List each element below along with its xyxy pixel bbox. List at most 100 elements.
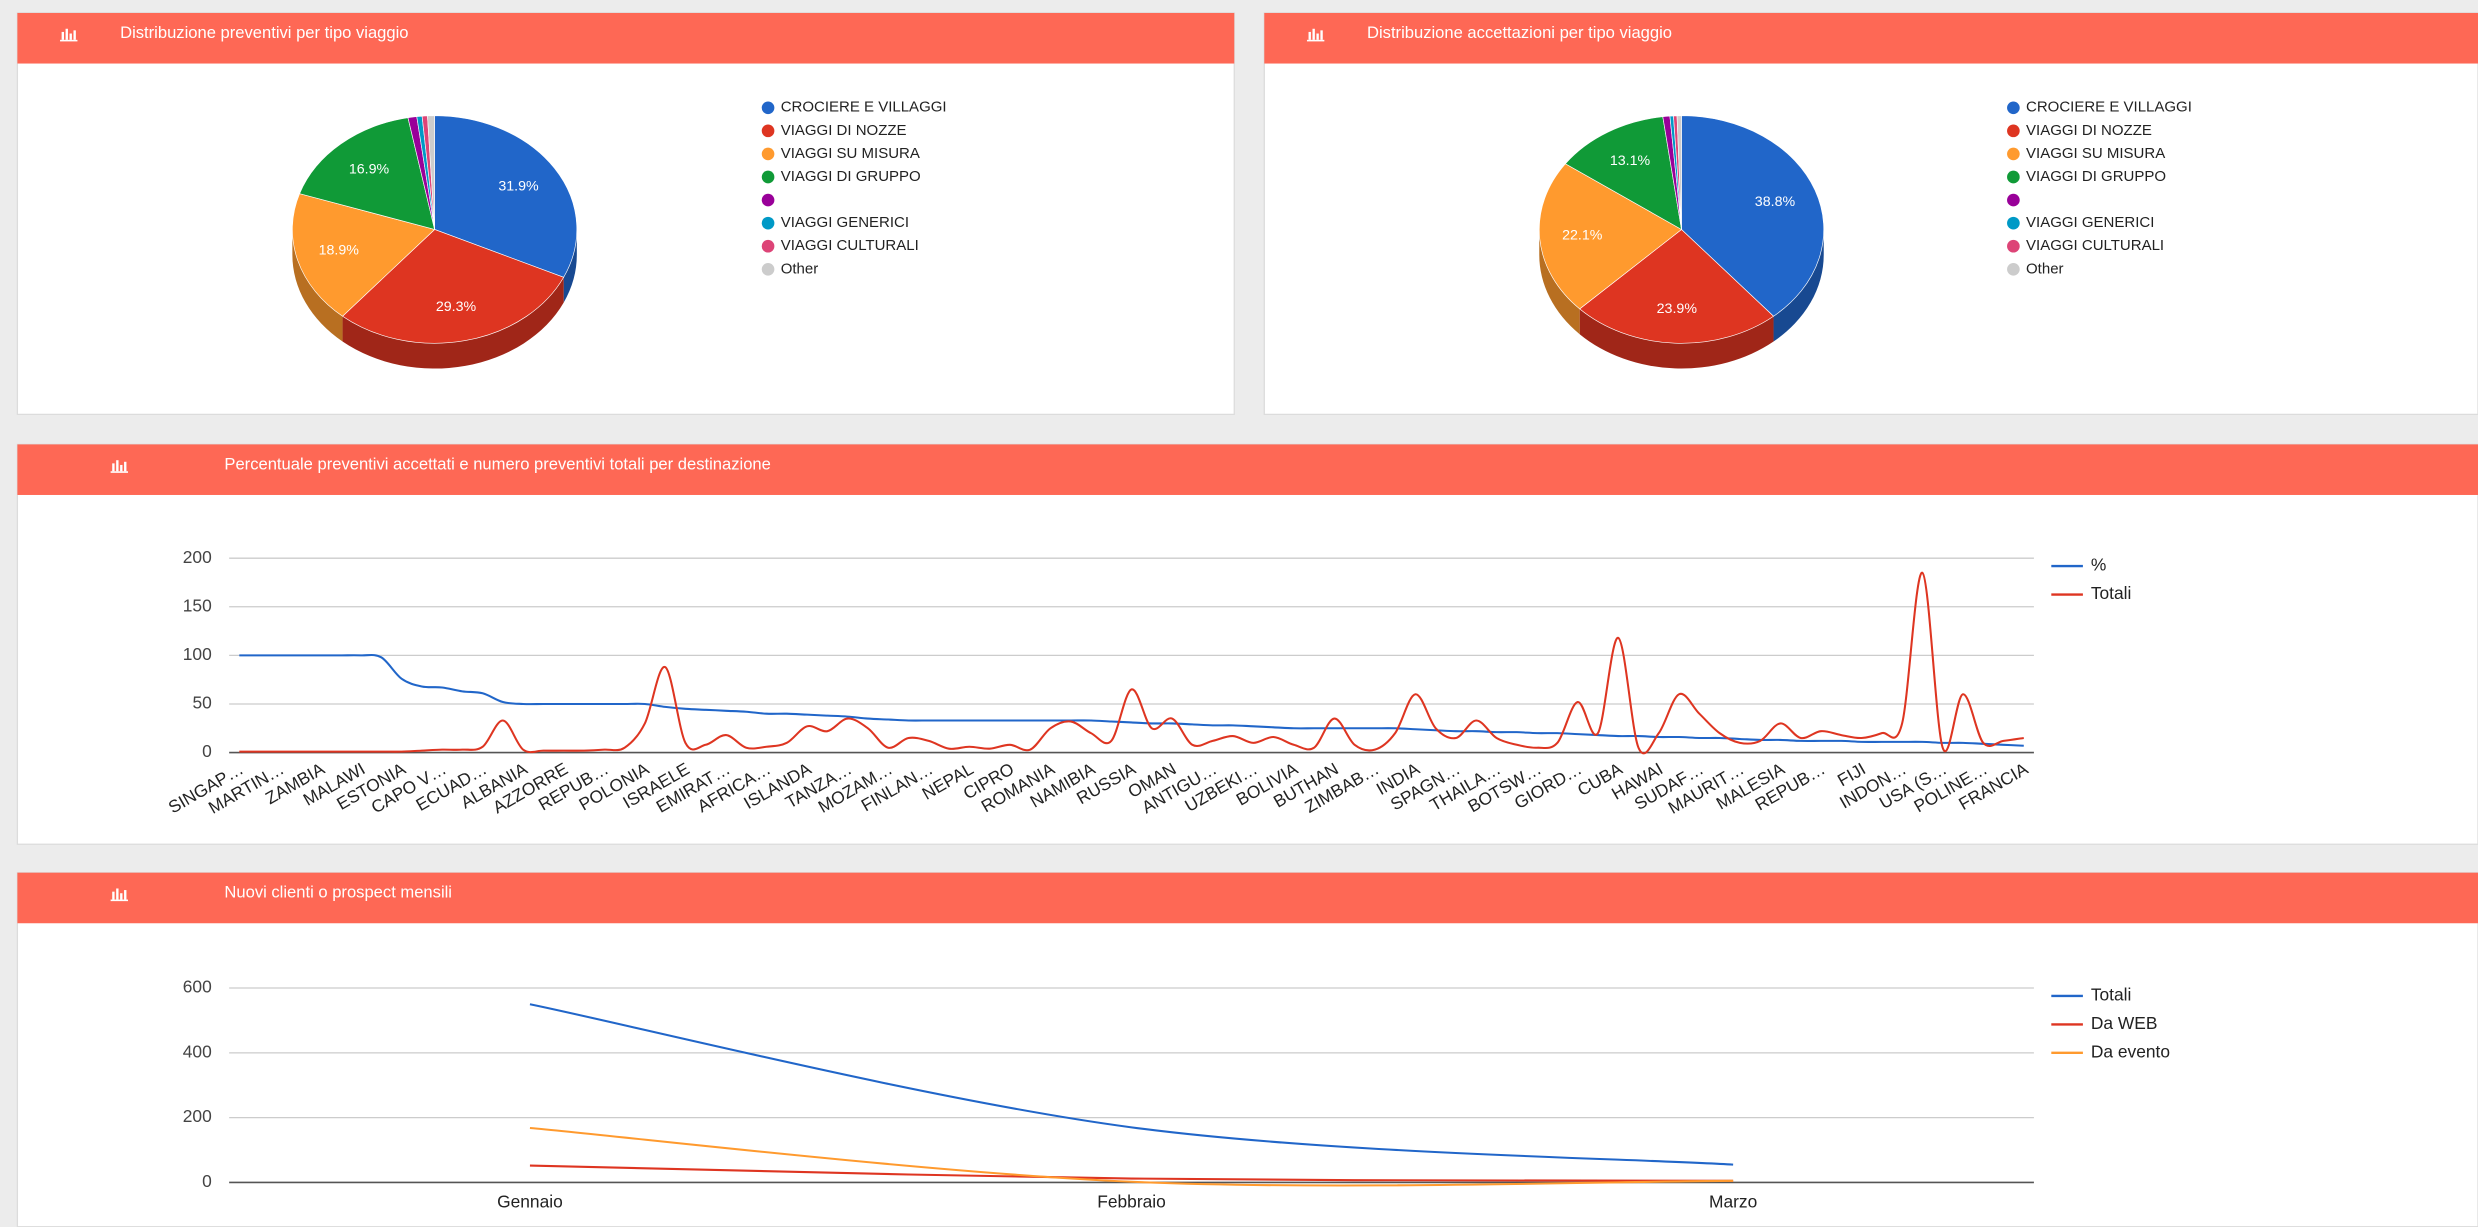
legend-swatch [761, 239, 775, 253]
legend-label: CROCIERE E VILLAGGI [781, 99, 947, 116]
pie-slice-side [1539, 229, 1580, 335]
legend-label: Da evento [2091, 1041, 2170, 1061]
pie-slice [1564, 116, 1682, 231]
legend-swatch [761, 147, 775, 161]
legend-swatch [761, 124, 775, 138]
legend-label: VIAGGI DI NOZZE [2026, 122, 2152, 139]
legend-label: VIAGGI GENERICI [781, 214, 909, 231]
panel [16, 872, 2478, 1227]
pie-slice-side [1579, 308, 1774, 369]
legend-label: Totali [2091, 985, 2132, 1005]
legend-swatch [2007, 239, 2020, 253]
legend-swatch [2007, 147, 2020, 161]
legend-label: Other [781, 260, 819, 277]
legend-label: Totali [2091, 583, 2132, 603]
pie-slice [1538, 163, 1683, 310]
y-tick-label: 600 [183, 977, 212, 997]
pie-slice [1676, 115, 1682, 230]
pie-slice [1579, 229, 1775, 344]
legend-swatch [2007, 101, 2020, 115]
legend-swatch [2007, 216, 2020, 230]
header-icon-bar [1320, 30, 1323, 40]
pie-slice [342, 229, 565, 344]
header-icon [60, 39, 78, 42]
panel [16, 443, 2478, 845]
pie-slice [292, 193, 436, 317]
panel-title: Nuovi clienti o prospect mensili [224, 883, 452, 902]
legend-label: Other [2026, 260, 2064, 277]
y-tick-label: 150 [183, 595, 212, 615]
legend-swatch [2007, 124, 2020, 138]
pie-slice [1681, 115, 1824, 317]
legend-swatch [2007, 170, 2020, 184]
legend-swatch [2007, 262, 2020, 276]
series-line [529, 1164, 1734, 1182]
x-tick-label: Marzo [1709, 1192, 1757, 1212]
header-icon [1306, 39, 1325, 42]
slice-label: 38.8% [1755, 194, 1796, 210]
legend-label: VIAGGI SU MISURA [2026, 145, 2165, 162]
header-icon-bar [1312, 28, 1315, 40]
panel [1263, 12, 2478, 416]
pie-slice [434, 115, 578, 278]
legend-label: Da WEB [2091, 1013, 2158, 1033]
legend-swatch [761, 216, 775, 230]
pie-slice-side [1773, 229, 1824, 342]
legend-label: VIAGGI DI GRUPPO [2026, 168, 2166, 185]
slice-label: 16.9% [349, 161, 390, 177]
slice-label: 29.3% [436, 299, 477, 315]
y-tick-label: 50 [192, 693, 211, 713]
legend-swatch [761, 262, 775, 276]
y-tick-label: 0 [202, 741, 212, 761]
panel-title: Percentuale preventivi accettati e numer… [224, 454, 770, 473]
legend-swatch [761, 193, 775, 207]
panel-header [17, 444, 2478, 495]
slice-label: 22.1% [1562, 227, 1603, 243]
legend-label: VIAGGI CULTURALI [781, 237, 919, 254]
legend-label: VIAGGI GENERICI [2026, 214, 2154, 231]
header-icon-bar [1316, 33, 1319, 40]
y-tick-label: 100 [183, 644, 212, 664]
header-icon-bar [73, 30, 76, 40]
panel-title: Distribuzione accettazioni per tipo viag… [1367, 23, 1672, 42]
pie-slice-side [563, 229, 577, 303]
slice-label: 13.1% [1610, 153, 1651, 169]
header-icon-bar [120, 464, 123, 472]
header-icon-bar [65, 28, 68, 40]
pie-slice-side [342, 277, 564, 369]
header-icon-bar [1308, 31, 1311, 40]
panel-title: Distribuzione preventivi per tipo viaggi… [120, 23, 408, 42]
slice-label: 23.9% [1657, 301, 1698, 317]
panel [16, 12, 1235, 416]
legend-label: VIAGGI SU MISURA [781, 145, 920, 162]
series-line [239, 571, 2024, 755]
panel-header [17, 12, 1235, 64]
header-icon [110, 899, 129, 902]
header-icon-bar [124, 890, 127, 900]
legend-label: VIAGGI CULTURALI [2026, 237, 2164, 254]
header-icon-bar [124, 461, 127, 472]
header-icon-bar [116, 888, 119, 900]
legend-swatch [761, 101, 775, 115]
header-icon [110, 471, 129, 473]
y-tick-label: 0 [202, 1171, 212, 1191]
header-icon-bar [116, 460, 119, 472]
header-icon-bar [112, 463, 115, 472]
legend-label: CROCIERE E VILLAGGI [2026, 99, 2192, 116]
pie-slice [427, 115, 435, 230]
header-icon-bar [112, 891, 115, 900]
panel-header [1264, 12, 2478, 64]
series-line [529, 1003, 1734, 1166]
series-line [529, 1126, 1734, 1187]
x-tick-label: Gennaio [497, 1192, 563, 1212]
header-icon-bar [69, 33, 72, 40]
y-tick-label: 200 [183, 1106, 212, 1126]
legend-swatch [761, 170, 775, 184]
slice-label: 31.9% [498, 178, 539, 194]
panel-header [17, 872, 2478, 924]
legend-label: % [2091, 555, 2106, 575]
y-tick-label: 200 [183, 547, 212, 567]
legend-label: VIAGGI DI GRUPPO [781, 168, 921, 185]
